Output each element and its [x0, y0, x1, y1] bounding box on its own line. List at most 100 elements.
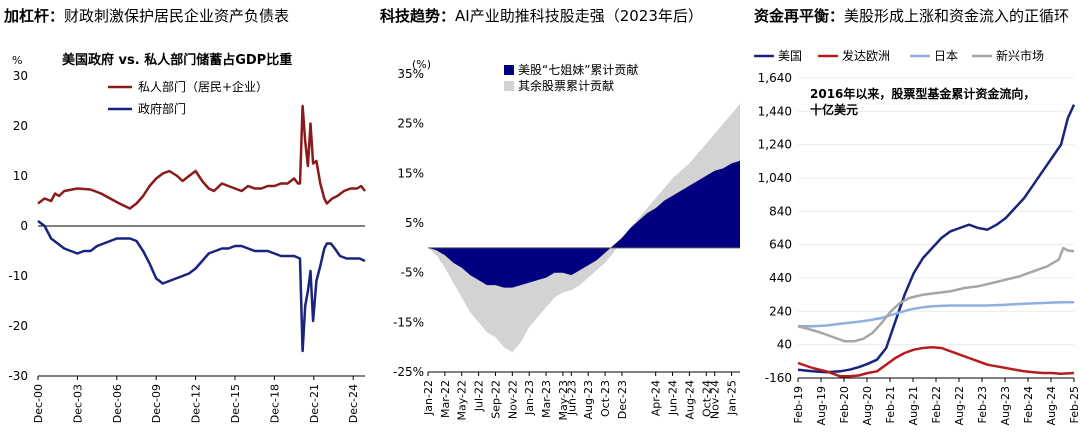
- y-tick-label: -15%: [393, 315, 424, 329]
- x-tick-label: Oct-24: [700, 380, 713, 417]
- x-tick-label: Feb-19: [792, 386, 805, 423]
- panel-flows: 资金再平衡：美股形成上涨和资金流入的正循环 -160 40 240 440 640 840…: [748, 0, 1080, 440]
- x-tick-label: Jul-22: [473, 380, 486, 412]
- x-tick-label: Jan-23: [523, 380, 536, 416]
- x-tick-label: Feb-25: [1068, 386, 1080, 423]
- y-tick-label: 30: [13, 69, 28, 83]
- x-tick-label: Apr-24: [650, 380, 663, 416]
- x-tick-label: Dec-24: [347, 384, 360, 423]
- y-axis-label: %: [12, 54, 22, 67]
- y-tick-label: 640: [769, 238, 792, 252]
- legend-swatch: [504, 65, 514, 75]
- y-tick-label: -160: [765, 371, 792, 385]
- panel-title: 加杠杆：财政刺激保护居民企业资产负债表: [4, 6, 289, 26]
- y-tick-label: 1,240: [758, 138, 792, 152]
- series-line-0: [797, 104, 1076, 374]
- series-line-1: [37, 220, 366, 353]
- y-tick-label: 1,640: [758, 71, 792, 85]
- y-tick-label: 15%: [397, 166, 424, 180]
- y-tick-label: 25%: [397, 117, 424, 131]
- x-tick-label: Jan-25: [726, 380, 739, 416]
- x-tick-label: Jun-24: [667, 380, 680, 416]
- x-tick-label: Dec-15: [229, 384, 242, 423]
- x-tick-label: Aug-22: [953, 386, 966, 425]
- x-tick-label: Feb-21: [884, 386, 897, 423]
- y-axis-label: (%): [412, 58, 431, 71]
- y-tick-label: 20: [13, 119, 28, 133]
- panel-title-rest: 财政刺激保护居民企业资产负债表: [64, 7, 290, 25]
- tech-contribution-chart: (%) -25% -15% -5% 5% 15% 25% 35% Jan-22 Mar-22 May…: [393, 58, 740, 421]
- series-line-1: [797, 345, 1075, 378]
- series-line-3: [797, 246, 1075, 343]
- x-tick-label: Nov-22: [506, 380, 519, 419]
- x-tick-label: Aug-19: [815, 386, 828, 425]
- x-tick-label: Dec-21: [308, 384, 321, 423]
- y-tick-label: 40: [777, 338, 792, 352]
- panel-title: 科技趋势：AI产业助推科技股走强（2023年后）: [380, 6, 703, 26]
- x-tick-label: Aug-24: [683, 380, 696, 419]
- x-tick-label: Aug-21: [907, 386, 920, 425]
- panel-title-bold: 科技趋势：: [380, 7, 456, 25]
- legend-label: 日本: [934, 49, 958, 63]
- x-tick-label: May-23: [557, 380, 570, 421]
- series-line-2: [798, 300, 1074, 328]
- panel-title-bold: 资金再平衡：: [754, 7, 845, 25]
- legend-label: 新兴市场: [996, 48, 1044, 63]
- x-tick-label: Mar-22: [439, 380, 452, 418]
- legend-label: 美国: [778, 49, 802, 63]
- legend-label: 美股“七姐妹”累计贡献: [518, 62, 638, 77]
- y-tick-label: 840: [769, 204, 792, 218]
- x-tick-label: Feb-20: [838, 386, 851, 423]
- x-tick-label: Nov-24: [709, 380, 722, 419]
- x-tick-label: Mar-23: [540, 380, 553, 418]
- y-tick-label: -10: [8, 269, 28, 283]
- legend-label: 私人部门（居民+企业）: [138, 79, 268, 94]
- y-tick-label: -20: [8, 319, 28, 333]
- series-area-mag7: [428, 160, 740, 288]
- x-tick-label: Aug-23: [582, 380, 595, 419]
- x-tick-label: Feb-23: [976, 386, 989, 423]
- legend-swatch: [504, 81, 514, 91]
- legend-label: 发达欧洲: [842, 48, 890, 63]
- panel-savings: 加杠杆：财政刺激保护居民企业资产负债表 美国政府 vs. 私人部门储蓄占GDP比…: [0, 0, 372, 440]
- y-tick-label: 1,440: [758, 104, 792, 118]
- x-tick-label: Jun-23: [565, 380, 578, 416]
- y-tick-label: 0: [20, 219, 28, 233]
- x-tick-label: Dec-03: [71, 384, 84, 423]
- y-tick-label: 10: [13, 169, 28, 183]
- y-tick-label: -5%: [401, 266, 424, 280]
- x-tick-label: Dec-12: [190, 384, 203, 423]
- x-tick-label: Dec-09: [150, 384, 163, 423]
- x-tick-label: Dec-06: [111, 384, 124, 423]
- y-tick-label: 35%: [397, 67, 424, 81]
- series-area-other: [428, 103, 740, 353]
- panel-title-rest: 美股形成上涨和资金流入的正循环: [844, 7, 1070, 25]
- panel-tech: 科技趋势：AI产业助推科技股走强（2023年后） (%) -25% -15% -5% 5…: [372, 0, 748, 440]
- x-tick-label: May-22: [456, 380, 469, 421]
- panel-title-bold: 加杠杆：: [4, 7, 65, 25]
- x-tick-label: Dec-18: [268, 384, 281, 423]
- y-tick-label: 440: [769, 271, 792, 285]
- savings-chart: 美国政府 vs. 私人部门储蓄占GDP比重% -30 -20 -10 0 10 20 30 De…: [8, 52, 366, 423]
- y-tick-label: 5%: [405, 216, 424, 230]
- chart-subtitle: 2016年以来，股票型基金累计资金流向，十亿美元: [810, 86, 1035, 117]
- x-tick-label: Feb-22: [930, 386, 943, 423]
- panel-title-rest: AI产业助推科技股走强（2023年后）: [455, 7, 703, 25]
- y-tick-label: -30: [8, 369, 28, 383]
- fund-flows-chart: -160 40 240 440 640 840 1,040 1,240 1,440 1,640 Fe…: [754, 48, 1080, 425]
- x-tick-label: Dec-00: [32, 384, 45, 423]
- x-tick-label: Oct-23: [599, 380, 612, 417]
- x-tick-label: Aug-20: [861, 386, 874, 425]
- chart-title: 美国政府 vs. 私人部门储蓄占GDP比重: [62, 52, 292, 68]
- series-line-0: [37, 104, 366, 210]
- x-tick-label: Jan-22: [422, 380, 435, 416]
- x-tick-label: Feb-24: [1022, 386, 1035, 423]
- legend-label: 其余股票累计贡献: [518, 78, 614, 93]
- y-tick-label: -25%: [393, 365, 424, 379]
- x-tick-label: Sep-22: [489, 380, 502, 419]
- x-tick-label: Dec-23: [616, 380, 629, 419]
- y-tick-label: 1,040: [758, 171, 792, 185]
- x-tick-label: Aug-23: [999, 386, 1012, 425]
- legend-label: 政府部门: [138, 101, 186, 116]
- x-tick-label: Aug-24: [1045, 386, 1058, 425]
